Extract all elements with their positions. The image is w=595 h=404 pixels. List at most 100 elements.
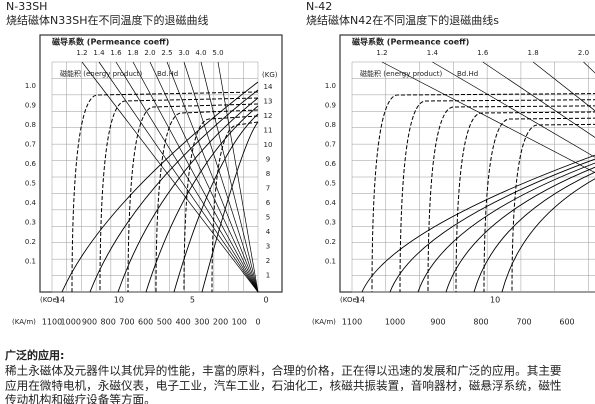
figure-code: N-42	[306, 0, 332, 13]
kam-tick: 800	[101, 318, 116, 327]
left-tick: 0.2	[25, 238, 36, 246]
permeance-line	[98, 61, 259, 293]
bh-curve	[145, 105, 259, 293]
left-tick: 0.7	[325, 141, 336, 149]
permeance-tick: 4.0	[195, 49, 206, 57]
right-tick: 14	[264, 83, 273, 91]
permeance-tick: 1.8	[127, 49, 138, 57]
left-tick: 0.6	[25, 160, 37, 168]
kam-tick: 700	[516, 318, 531, 327]
right-tick: 12	[264, 112, 273, 120]
demag-curve	[371, 93, 595, 293]
permeance-line	[166, 61, 259, 293]
permeance-line	[532, 61, 595, 112]
chart-frame	[339, 34, 595, 293]
left-tick: 0.1	[325, 258, 336, 266]
right-tick: 2	[266, 257, 270, 265]
bdhd-label: Bd.Hd	[457, 70, 478, 78]
demag-curve	[511, 123, 595, 293]
right-tick: 8	[266, 170, 270, 178]
left-tick: 0.9	[25, 102, 36, 110]
kam-tick: 1000	[385, 318, 405, 327]
right-tick: 9	[266, 156, 270, 164]
permeance-tick: 1.2	[76, 49, 87, 57]
koe-tick: 5	[190, 296, 195, 305]
right-tick: 5	[266, 214, 270, 222]
permeance-tick: 1.4	[427, 49, 439, 57]
right-tick: 1	[266, 272, 270, 280]
left-tick: 0.6	[325, 160, 337, 168]
bh-curve	[389, 158, 595, 293]
left-tick: 0.5	[25, 180, 36, 188]
left-tick: 1.0	[325, 82, 336, 90]
kam-tick: 100	[232, 318, 247, 327]
bh-curve	[361, 154, 595, 293]
kam-tick: 400	[175, 318, 190, 327]
demag-curve	[211, 121, 259, 293]
demag-curve	[99, 97, 259, 293]
permeance-tick: 1.6	[110, 49, 122, 57]
permeance-tick: 2.5	[161, 49, 172, 57]
left-tick: 0.9	[325, 102, 336, 110]
right-tick: 6	[266, 199, 271, 207]
left-tick: 1.0	[25, 82, 36, 90]
bh-curve	[173, 113, 259, 293]
permeance-line	[81, 61, 259, 293]
left-tick: 0.3	[325, 219, 336, 227]
permeance-tick: 2.0	[144, 49, 155, 57]
demag-curve	[427, 105, 595, 293]
left-tick: 0.4	[25, 199, 37, 207]
right-tick: 7	[266, 185, 270, 193]
koe-unit: (KOe)	[340, 296, 360, 304]
koe-tick: 14	[55, 296, 65, 305]
kam-tick: 1100	[342, 318, 362, 327]
kam-tick: 300	[194, 318, 209, 327]
left-tick: 0.8	[25, 121, 36, 129]
left-tick: 0.5	[325, 180, 336, 188]
bh-curve	[473, 171, 595, 293]
left-tick: 0.8	[325, 121, 336, 129]
left-tick: 0.1	[25, 258, 36, 266]
permeance-line	[200, 61, 259, 293]
right-tick: 13	[264, 98, 273, 106]
permeance-tick: 3.0	[178, 49, 189, 57]
demag-curve	[71, 91, 259, 293]
bh-curve	[89, 89, 259, 293]
bh-curve	[501, 178, 595, 293]
koe-tick: 10	[114, 296, 124, 305]
figure-code: N-33SH	[6, 0, 47, 13]
kam-tick: 800	[473, 318, 488, 327]
figure-caption: 烧结磁体N33SH在不同温度下的退磁曲线	[6, 13, 208, 27]
koe-tick: 10	[490, 296, 500, 305]
demag-curve	[155, 109, 259, 293]
permeance-tick: 2.0	[578, 49, 589, 57]
koe-tick: 14	[355, 296, 365, 305]
koe-tick: 0	[263, 296, 268, 305]
right-tick: 11	[264, 127, 273, 135]
kam-unit: (KA/m)	[312, 318, 336, 326]
permeance-line	[183, 61, 259, 293]
energy-label: 磁能积 (energy product)	[360, 69, 442, 78]
paragraph-line: 传动机构和磁疗设备等方面。	[5, 393, 156, 404]
right-tick: 4	[266, 228, 271, 236]
permeance-tick: 1.8	[528, 49, 539, 57]
demag-curve	[127, 103, 259, 293]
kam-tick: 200	[213, 318, 228, 327]
paragraph-line: 应用在微特电机，永磁仪表，电子工业，汽车工业，石油化工，核磁共振装置，音响器材，…	[5, 379, 562, 393]
kam-tick: 600	[559, 318, 574, 327]
left-tick: 0.3	[25, 219, 36, 227]
left-tick: 0.4	[325, 199, 337, 207]
permeance-tick: 1.6	[477, 49, 489, 57]
permeance-line	[217, 61, 259, 293]
kam-tick: 700	[119, 318, 134, 327]
chart-title: 磁导系数 (Permeance coeff)	[352, 37, 469, 47]
right-tick: 3	[266, 243, 270, 251]
permeance-line	[115, 61, 259, 293]
permeance-tick: 1.2	[376, 49, 387, 57]
demag-curve	[455, 111, 595, 293]
kam-tick: 0	[255, 318, 260, 327]
kam-tick: 500	[157, 318, 172, 327]
kam-tick: 1100	[42, 318, 62, 327]
section-heading: 广泛的应用:	[5, 348, 64, 362]
kam-unit: (KA/m)	[12, 318, 36, 326]
